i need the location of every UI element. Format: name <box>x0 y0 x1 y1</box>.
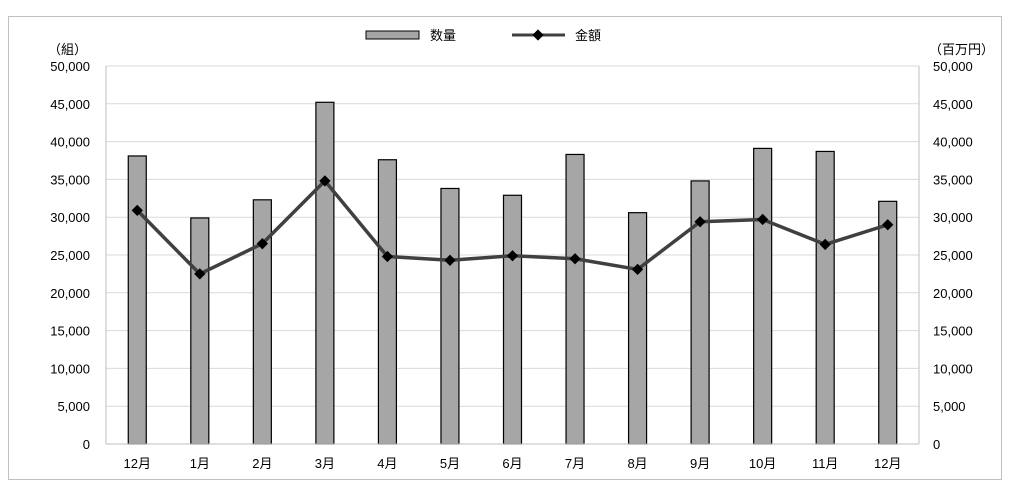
line-point <box>381 250 394 263</box>
bar <box>627 212 648 445</box>
line-point <box>444 254 456 266</box>
legend: 数量 金額 <box>365 28 601 44</box>
right-tick-label: 25,000 <box>933 248 973 263</box>
x-tick-label: 1月 <box>190 456 210 471</box>
right-tick-label: 40,000 <box>933 135 973 150</box>
legend-line-marker <box>532 29 544 41</box>
line-point <box>194 268 206 280</box>
bar <box>815 150 835 445</box>
bar <box>565 153 585 445</box>
left-tick-label: 0 <box>83 437 90 452</box>
x-tick-label: 12月 <box>124 456 151 471</box>
bar <box>127 155 147 445</box>
x-tick-label: 4月 <box>377 456 397 471</box>
bar <box>377 159 398 445</box>
x-tick-label: 12月 <box>874 456 901 471</box>
bar <box>878 200 898 445</box>
x-tick-label: 8月 <box>627 456 647 471</box>
x-tick-label: 11月 <box>812 456 839 471</box>
right-tick-label: 50,000 <box>933 59 973 74</box>
bar <box>440 187 460 445</box>
legend-bar-swatch <box>365 30 420 40</box>
right-tick-label: 30,000 <box>933 210 973 225</box>
line-series <box>131 175 894 280</box>
right-axis-unit: （百万円） <box>929 43 994 58</box>
line-point <box>256 238 269 250</box>
bar-series <box>127 101 898 445</box>
bar <box>315 101 335 445</box>
bar <box>502 194 523 445</box>
right-tick-label: 5,000 <box>933 399 966 414</box>
x-tick-label: 10月 <box>749 456 776 471</box>
left-tick-label: 35,000 <box>50 172 90 187</box>
left-tick-label: 5,000 <box>57 399 90 414</box>
gridlines <box>106 65 919 407</box>
bar <box>190 217 210 445</box>
left-tick-label: 15,000 <box>50 324 90 339</box>
line-point <box>506 250 519 262</box>
right-tick-label: 0 <box>933 437 940 452</box>
line-point <box>319 175 331 187</box>
axes: 0 0 5,000 5,000 10,000 10,000 15,000 15,000 20,0… <box>50 59 973 471</box>
left-tick-label: 20,000 <box>50 286 90 301</box>
line-point <box>631 263 644 276</box>
left-tick-label: 25,000 <box>50 248 90 263</box>
line-point <box>882 219 894 231</box>
left-tick-label: 50,000 <box>50 59 90 74</box>
right-tick-label: 45,000 <box>933 97 973 112</box>
line-point <box>819 238 831 251</box>
left-tick-label: 30,000 <box>50 210 90 225</box>
x-tick-label: 7月 <box>565 456 585 471</box>
bar <box>753 147 773 445</box>
line-point <box>569 253 581 265</box>
x-tick-label: 5月 <box>440 456 460 471</box>
x-tick-label: 2月 <box>252 456 272 471</box>
right-tick-label: 35,000 <box>933 172 973 187</box>
left-tick-label: 10,000 <box>50 361 90 376</box>
left-tick-label: 40,000 <box>50 135 90 150</box>
x-tick-label: 3月 <box>315 456 335 471</box>
left-tick-label: 45,000 <box>50 97 90 112</box>
x-tick-label: 6月 <box>502 456 522 471</box>
left-axis-unit: （組） <box>48 43 87 58</box>
line-point <box>756 213 769 226</box>
right-tick-label: 20,000 <box>933 286 973 301</box>
legend-bar-label: 数量 <box>430 29 456 44</box>
right-tick-label: 10,000 <box>933 361 973 376</box>
legend-line-label: 金額 <box>575 28 601 44</box>
line-point <box>131 204 143 217</box>
line-point <box>694 216 706 228</box>
right-tick-label: 15,000 <box>933 324 973 339</box>
x-tick-label: 9月 <box>690 456 710 471</box>
